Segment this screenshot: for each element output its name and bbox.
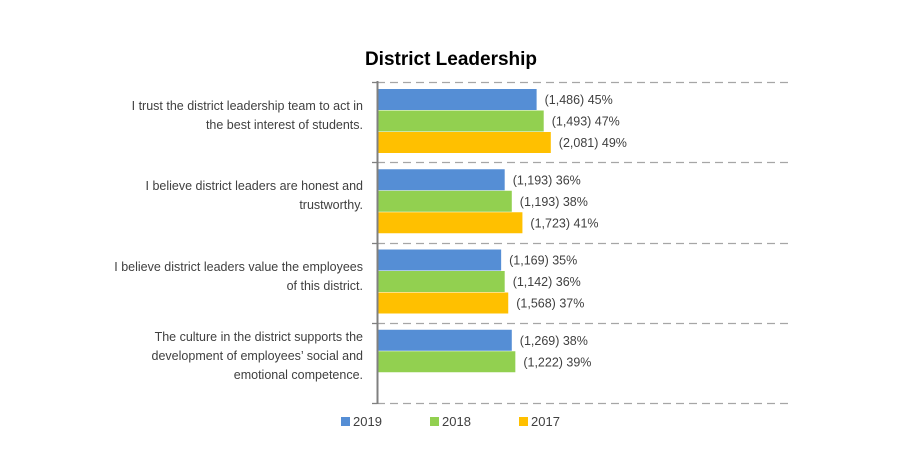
bar-2019 <box>377 89 537 110</box>
category-label-line: the best interest of students. <box>205 118 363 133</box>
data-label-2019: (1,169) 35% <box>509 254 577 268</box>
data-label-2018: (1,142) 36% <box>513 275 581 289</box>
data-label-2019: (1,193) 36% <box>513 173 581 187</box>
legend-label-2017: 2017 <box>531 414 560 429</box>
data-label-2018: (1,493) 47% <box>552 115 620 129</box>
bar-2018 <box>377 351 516 373</box>
category-label: I believe district leaders value the emp… <box>63 258 363 296</box>
bar-2017 <box>377 212 523 234</box>
legend-item-2019: 2019 <box>341 414 382 429</box>
bar-2018 <box>377 271 505 292</box>
category-label-line: The culture in the district supports the <box>154 330 363 345</box>
bar-2019 <box>377 329 512 351</box>
data-label-2018: (1,193) 38% <box>520 195 588 209</box>
data-label-2018: (1,222) 39% <box>523 355 591 369</box>
legend-label-2019: 2019 <box>353 414 382 429</box>
category-label: I believe district leaders are honest an… <box>63 177 364 215</box>
legend-label-2018: 2018 <box>442 414 471 429</box>
bar-2017 <box>377 292 509 314</box>
category-label-line: emotional competence. <box>233 368 363 383</box>
bar-2019 <box>377 169 505 191</box>
category-label: The culture in the district supports the… <box>63 328 363 385</box>
category-label-line: development of employees’ social and <box>151 349 363 364</box>
category-label-line: of this district. <box>286 278 363 293</box>
bar-2018 <box>377 110 544 132</box>
bar-2019 <box>377 249 502 271</box>
data-label-2017: (1,568) 37% <box>516 297 584 311</box>
category-label-line: I believe district leaders are honest an… <box>145 179 364 194</box>
category-label-line: I trust the district leadership team to … <box>131 99 363 114</box>
category-label-line: I believe district leaders value the emp… <box>114 259 363 274</box>
data-label-2017: (1,723) 41% <box>530 216 598 230</box>
bar-2018 <box>377 190 512 212</box>
data-label-2019: (1,486) 45% <box>545 93 613 107</box>
category-label-line: trustworthy. <box>299 198 363 213</box>
category-label: I trust the district leadership team to … <box>63 97 363 135</box>
legend-swatch-2018 <box>430 417 439 426</box>
data-label-2019: (1,269) 38% <box>520 334 588 348</box>
legend-swatch-2017 <box>519 417 528 426</box>
legend-swatch-2019 <box>341 417 350 426</box>
data-label-2017: (2,081) 49% <box>559 136 627 150</box>
bar-2017 <box>377 132 551 153</box>
legend-item-2017: 2017 <box>519 414 560 429</box>
chart-title: District Leadership <box>364 49 538 70</box>
legend-item-2018: 2018 <box>430 414 471 429</box>
